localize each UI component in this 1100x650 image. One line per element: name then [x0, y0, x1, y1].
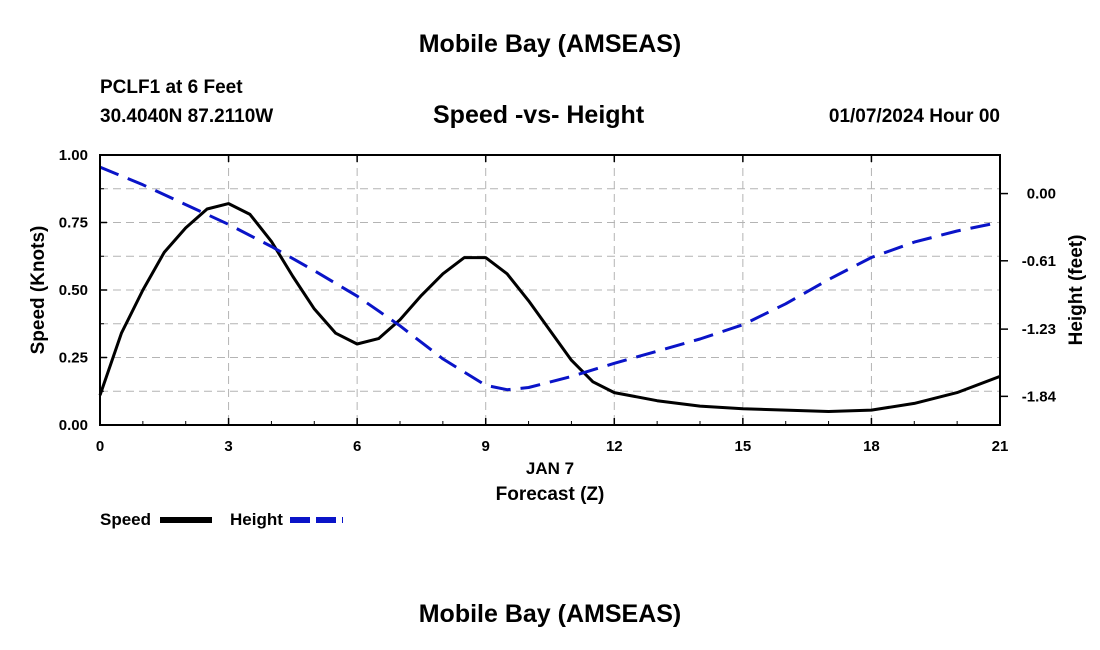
series-layer: [98, 165, 1001, 413]
station-coordinates: 30.4040N 87.2110W: [100, 106, 274, 127]
y-right-tick-label: -0.61: [1022, 253, 1056, 270]
legend-speed-label: Speed: [100, 510, 151, 529]
y-left-tick-label: 0.75: [59, 215, 88, 232]
series-line-height: [99, 165, 1001, 392]
x-tick-label: 21: [992, 438, 1009, 455]
y-axis-left-title: Speed (Knots): [28, 226, 49, 355]
chart-subtitle: Speed -vs- Height: [433, 101, 645, 129]
station-label: PCLF1 at 6 Feet: [100, 77, 243, 98]
legend: Speed Height: [100, 510, 343, 529]
x-tick-label: 18: [863, 438, 880, 455]
main-title: Mobile Bay (AMSEAS): [418, 30, 682, 58]
x-tick-label: 9: [482, 438, 490, 455]
y-left-tick-label: 1.00: [59, 147, 88, 164]
y-left-tick-label: 0.25: [59, 350, 88, 367]
y-right-tick-label: 0.00: [1027, 186, 1056, 203]
footer-title: Mobile Bay (AMSEAS): [418, 600, 682, 628]
forecast-datetime: 01/07/2024 Hour 00: [828, 106, 1000, 127]
y-left-tick-label: 0.00: [59, 417, 88, 434]
grid-layer: [100, 154, 1000, 425]
y-right-tick-label: -1.23: [1022, 321, 1056, 338]
legend-height-label: Height: [230, 510, 283, 529]
x-tick-label: 0: [96, 438, 104, 455]
y-axis-right-title: Height (feet): [1066, 235, 1087, 346]
x-tick-label: 3: [224, 438, 232, 455]
tick-layer: 0 3 6 9 12 15 18 21 0.00 0.25 0.50 0.75 1.00 0.00 -0.6…: [59, 147, 1057, 455]
x-axis-title: Forecast (Z): [496, 484, 605, 505]
x-tick-label: 15: [735, 438, 752, 455]
y-left-tick-label: 0.50: [59, 282, 88, 299]
series-line-speed: [98, 202, 1001, 413]
x-axis-date-label: JAN 7: [526, 459, 574, 478]
x-tick-label: 6: [353, 438, 361, 455]
x-tick-label: 12: [606, 438, 623, 455]
y-right-tick-label: -1.84: [1022, 388, 1057, 405]
